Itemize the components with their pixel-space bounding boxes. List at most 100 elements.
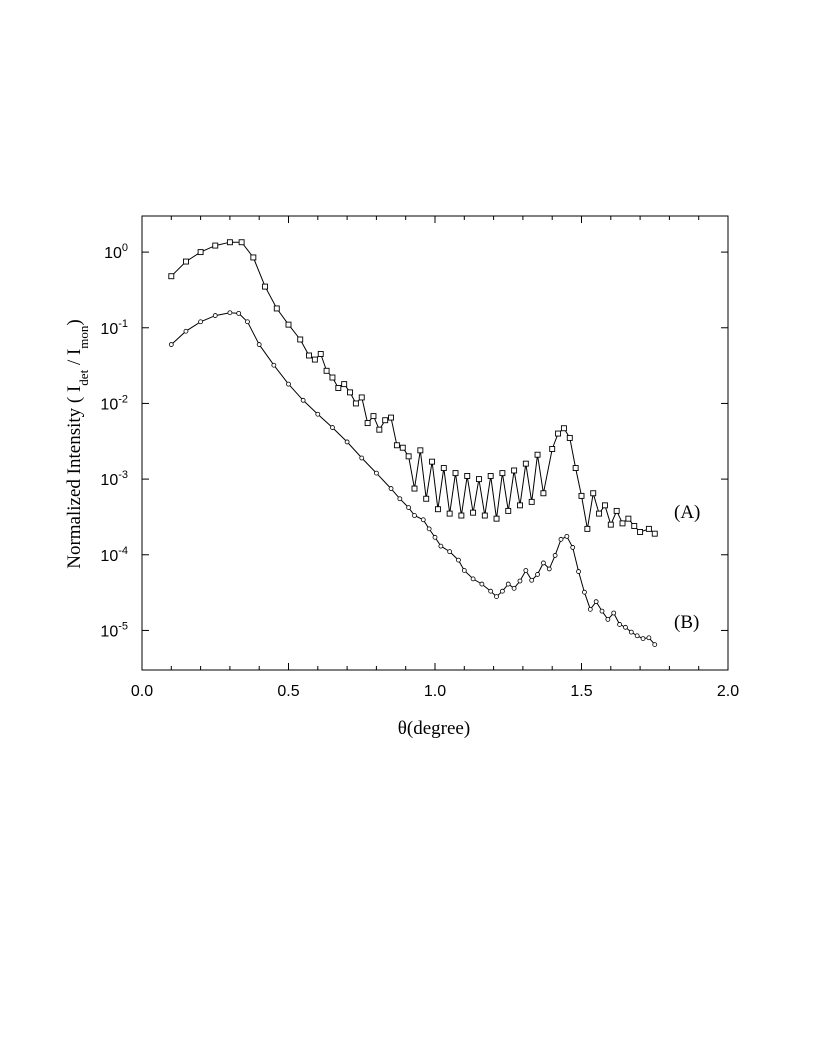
series-a-point [262,283,269,290]
series-a-point [297,336,304,343]
series-a-point [440,465,447,471]
series-b-point [640,636,646,642]
y-axis-label-prefix: Normalized Intensity ( I [64,386,85,569]
x-axis-label: θ(degree) [398,718,470,739]
y-tick-base: 10 [100,623,118,640]
axis-ticks [141,216,729,670]
series-a-point [470,509,477,516]
series-a-point [311,356,318,363]
series-a-point [429,458,436,465]
series-a-annotation: (A) [674,502,700,523]
series-b-point [330,425,335,430]
series-b-point [623,624,628,630]
series-a-point [555,430,562,437]
series-b-point [470,576,476,582]
series-b-point [271,362,277,368]
series-a-point [423,495,430,502]
y-tick-label: 10-1 [100,318,128,338]
series-b-point [628,629,634,635]
series-a-point [285,321,292,328]
series-a-point [613,507,620,514]
y-tick-base: 10 [100,472,118,489]
series-a-point [590,490,597,497]
y-tick-label: 10-5 [100,620,128,640]
series-a-point [446,510,453,517]
series-b-point [236,310,242,316]
series-a-point [493,515,500,522]
x-tick-label: 1.0 [424,683,446,700]
series-b-point [245,319,250,325]
series-a-point [522,460,529,467]
series-b [168,310,658,647]
series-b-point [212,313,218,318]
series-a-point [417,447,424,454]
y-axis-label-sub-det: det [76,369,91,385]
series-a-point [358,394,365,401]
series-a-point [505,507,512,514]
series-b-point [576,569,581,574]
series-a-point [323,367,330,374]
series-b-point [593,599,599,605]
series-b-line [170,312,656,645]
series-a-point [393,442,400,449]
series-b-point [344,439,350,445]
series-b-point [570,545,576,550]
series-b-point [617,622,622,627]
series-b-point [494,594,499,600]
y-axis-label-suffix: ) [64,319,85,325]
series-a-point [405,453,412,460]
series-b-point [564,533,570,539]
y-tick-exponent: -4 [118,545,128,557]
series-b-point [438,543,444,549]
y-tick-base: 10 [100,548,118,565]
series-b-point [447,549,453,555]
y-tick-exponent: -1 [118,318,128,330]
series-b-point [256,342,262,347]
series-b-point [359,455,365,461]
series-b-point [605,616,611,622]
series-b-point [420,517,426,523]
series-a-point [645,525,652,532]
series-a-point [464,473,471,479]
y-tick-base: 10 [100,396,118,413]
series-a-point [335,385,342,391]
series-b-point [432,534,438,540]
y-axis-label: Normalized Intensity ( Idet / Imon) [64,319,91,569]
y-tick-label: 10-3 [100,469,128,489]
series-a-point [434,506,441,513]
x-tick-label: 0.0 [131,683,153,700]
series-a-point [250,254,257,261]
series-a-point [382,417,389,424]
y-tick-label: 10-4 [100,545,128,565]
series-b-point [456,557,461,563]
series-a-point [168,273,175,280]
series-a-point [534,451,541,458]
series-a-point [399,444,406,451]
series-a-point [370,413,377,420]
series-a-point [560,425,567,432]
series-a-point [651,530,658,537]
series-a-point [572,465,579,471]
series-a-point [637,529,644,535]
x-tick-label: 1.5 [570,683,592,700]
series-b-point [412,513,417,518]
series-a-point [481,512,488,519]
y-tick-label: 10-2 [100,393,128,413]
series-a-point [212,242,219,249]
series-b-point [646,635,652,641]
series-b-point [286,381,291,387]
series-a-point [596,510,603,517]
series-a-point [197,249,204,256]
series-a [168,239,658,537]
x-tick-label: 2.0 [717,683,739,700]
series-a-point [511,467,518,474]
series-a-point [317,351,324,357]
series-a-point [347,389,353,396]
series-a-point [528,498,535,505]
series-a-point [388,414,394,421]
y-tick-exponent: -2 [118,393,128,405]
series-b-point [587,606,593,612]
series-b-point [397,496,403,502]
series-a-point [540,490,547,497]
